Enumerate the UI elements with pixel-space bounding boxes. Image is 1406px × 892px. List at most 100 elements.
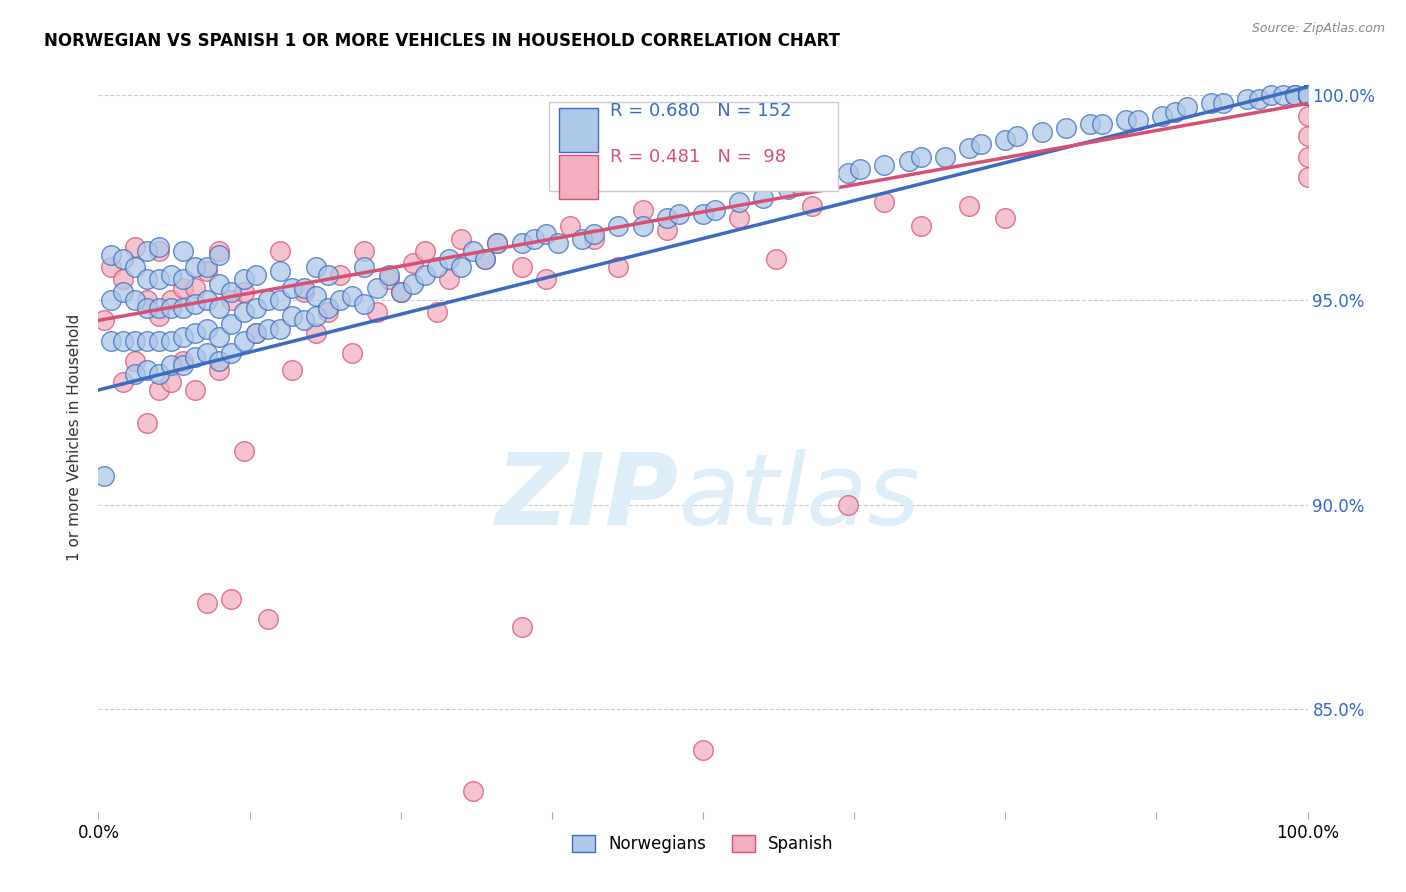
Point: [281, 310, 304, 324]
Point: [1296, 88, 1319, 103]
Point: [1260, 88, 1282, 103]
Point: [1296, 88, 1319, 103]
Point: [160, 301, 183, 315]
Point: [1296, 88, 1319, 103]
Point: [148, 240, 170, 254]
Point: [1296, 88, 1319, 103]
Point: [1175, 100, 1198, 114]
Point: [1296, 88, 1319, 103]
Point: [221, 285, 243, 299]
Point: [1128, 112, 1150, 127]
Point: [1296, 88, 1319, 103]
Point: [172, 354, 194, 368]
Point: [474, 252, 496, 266]
Point: [1296, 88, 1319, 103]
Point: [111, 334, 134, 348]
Point: [692, 207, 714, 221]
Point: [353, 297, 375, 311]
Point: [292, 313, 315, 327]
Text: R = 0.680   N = 152: R = 0.680 N = 152: [610, 102, 792, 120]
Point: [1091, 117, 1114, 131]
Point: [148, 272, 170, 286]
Point: [1296, 88, 1319, 103]
Point: [232, 305, 254, 319]
Point: [1296, 88, 1319, 103]
Point: [450, 260, 472, 275]
Point: [256, 612, 278, 626]
Point: [160, 334, 183, 348]
Point: [208, 330, 231, 344]
Point: [1296, 88, 1319, 103]
Point: [245, 268, 267, 283]
Text: ZIP: ZIP: [496, 449, 679, 546]
Point: [704, 202, 727, 217]
Point: [232, 334, 254, 348]
Point: [111, 285, 134, 299]
Point: [124, 260, 146, 275]
Point: [1296, 88, 1319, 103]
Point: [1296, 170, 1319, 185]
Point: [135, 293, 157, 307]
Point: [353, 260, 375, 275]
Point: [474, 252, 496, 266]
Point: [1296, 88, 1319, 103]
Point: [655, 223, 678, 237]
Point: [957, 141, 980, 155]
Point: [1152, 109, 1174, 123]
Point: [437, 272, 460, 286]
Point: [184, 383, 207, 397]
Point: [184, 350, 207, 364]
Point: [1296, 88, 1319, 103]
Point: [789, 178, 811, 193]
Point: [111, 375, 134, 389]
Point: [970, 137, 993, 152]
Point: [148, 301, 170, 315]
Point: [111, 252, 134, 266]
Point: [728, 194, 751, 209]
Point: [148, 244, 170, 258]
Point: [1296, 88, 1319, 103]
Point: [1296, 88, 1319, 103]
Point: [1296, 88, 1319, 103]
Point: [1296, 88, 1319, 103]
Point: [957, 199, 980, 213]
Point: [93, 313, 115, 327]
Point: [1296, 88, 1319, 103]
Point: [607, 260, 630, 275]
Point: [1236, 92, 1258, 106]
Point: [765, 252, 787, 266]
Point: [1296, 88, 1319, 103]
Point: [1296, 88, 1319, 103]
Point: [208, 362, 231, 376]
Point: [655, 211, 678, 225]
Point: [1249, 92, 1271, 106]
Point: [124, 293, 146, 307]
Point: [221, 591, 243, 606]
Point: [184, 326, 207, 340]
Point: [1296, 88, 1319, 103]
Point: [1296, 88, 1319, 103]
Point: [1115, 112, 1137, 127]
Point: [1296, 88, 1319, 103]
Point: [135, 416, 157, 430]
Point: [208, 248, 231, 262]
Point: [100, 334, 122, 348]
Point: [329, 293, 352, 307]
Point: [1296, 88, 1319, 103]
Point: [413, 244, 436, 258]
Point: [160, 375, 183, 389]
Point: [195, 264, 218, 278]
Point: [93, 469, 115, 483]
Point: [377, 272, 399, 286]
Point: [305, 310, 328, 324]
Point: [463, 784, 485, 798]
Point: [426, 305, 449, 319]
Point: [728, 211, 751, 225]
Point: [547, 235, 569, 250]
Point: [776, 182, 799, 196]
Point: [195, 321, 218, 335]
Legend: Norwegians, Spanish: Norwegians, Spanish: [565, 828, 841, 860]
Point: [692, 743, 714, 757]
Point: [849, 161, 872, 176]
Point: [486, 235, 509, 250]
